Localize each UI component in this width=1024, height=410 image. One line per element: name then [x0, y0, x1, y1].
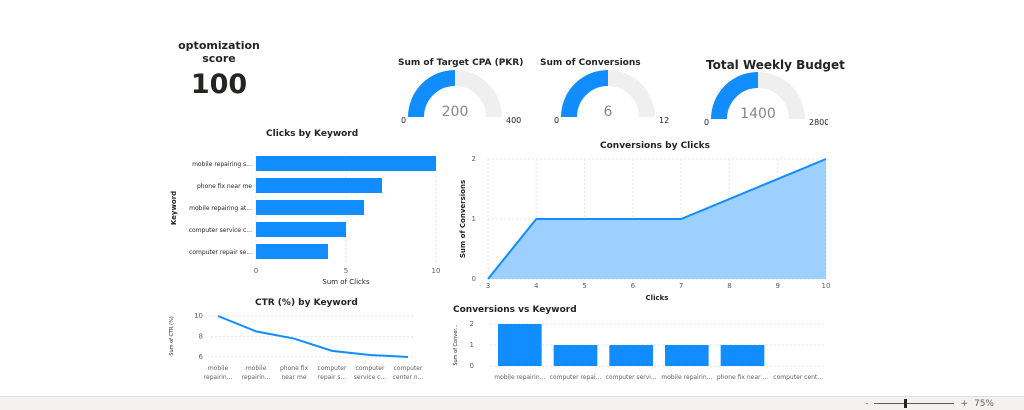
- gauge-min: 0: [401, 116, 406, 125]
- x-tick-label: 3: [486, 282, 490, 290]
- gauge-fill: [711, 72, 759, 120]
- zoom-control: - + 75%: [865, 397, 994, 410]
- category-label-line2: repair s...: [318, 374, 346, 381]
- conversions-vs-keyword-title: Conversions vs Keyword: [453, 305, 577, 315]
- gauge-value: 200: [442, 104, 469, 120]
- y-tick-label: 1: [472, 215, 476, 223]
- category-label: computer repai...: [550, 374, 602, 381]
- category-label-line2: repairin...: [242, 374, 271, 381]
- y-tick-label: 2: [472, 155, 476, 163]
- y-axis-label: Keyword: [170, 191, 178, 225]
- category-label-line1: mobile: [246, 365, 267, 372]
- gauge-min: 0: [554, 116, 559, 125]
- conversions-by-clicks-title: Conversions by Clicks: [600, 141, 711, 151]
- zoom-out-button[interactable]: -: [865, 398, 869, 409]
- category-label: mobile repairing at...: [189, 205, 252, 212]
- x-tick-label: 10: [822, 282, 831, 290]
- gauge-budget-title: Total Weekly Budget: [706, 58, 845, 72]
- bar: [553, 345, 598, 366]
- bar: [256, 156, 436, 171]
- gauge-conversions: 6 0 12: [554, 70, 669, 125]
- clicks-by-keyword-chart: 0 5 10 mobile repairing s... phone fix near …: [170, 152, 441, 286]
- y-tick-label: 0: [470, 362, 474, 370]
- y-tick-label: 6: [199, 353, 204, 361]
- category-label: computer service c...: [189, 227, 252, 234]
- bar: [256, 200, 364, 215]
- bar: [256, 178, 382, 193]
- category-label-line2: service c...: [354, 374, 387, 381]
- bar: [609, 345, 653, 366]
- kpi-title-line1: optomization: [178, 39, 260, 52]
- series-line: [217, 315, 409, 358]
- x-axis-label: Sum of Clicks: [322, 278, 370, 286]
- x-tick-label: 7: [679, 282, 683, 290]
- category-label: phone fix near me: [197, 183, 252, 190]
- bar: [720, 345, 765, 366]
- x-tick-label: 8: [727, 282, 731, 290]
- category-label: computer cent...: [773, 374, 823, 381]
- x-axis-label: Clicks: [646, 294, 669, 302]
- gauge-max: 2800: [809, 118, 828, 126]
- gauge-value: 6: [604, 104, 613, 120]
- y-tick-label: 8: [199, 333, 203, 341]
- gauge-cpa-title: Sum of Target CPA (PKR): [398, 58, 524, 68]
- category-label-line2: repairin...: [204, 374, 233, 381]
- y-tick-label: 1: [470, 341, 474, 349]
- category-label-line2: near me: [281, 374, 306, 381]
- category-label: computer repair se...: [189, 249, 252, 256]
- x-tick-label: 0: [254, 267, 258, 275]
- bar: [498, 324, 542, 366]
- zoom-slider[interactable]: [874, 399, 955, 408]
- zoom-slider-thumb[interactable]: [904, 399, 908, 408]
- x-tick-label: 10: [432, 267, 441, 275]
- y-tick-label: 10: [194, 312, 203, 320]
- category-label: phone fix near ...: [717, 374, 768, 381]
- gauge-fill: [408, 70, 456, 118]
- y-axis-label: Sum of Conversions: [459, 180, 467, 258]
- x-tick-label: 5: [344, 267, 348, 275]
- kpi-title-line2: score: [202, 52, 236, 65]
- gauge-cpa: 200 0 400: [401, 70, 521, 125]
- series-line: [487, 158, 827, 280]
- y-axis-label: Sum of Conver...: [453, 324, 459, 366]
- clicks-by-keyword-title: Clicks by Keyword: [266, 129, 359, 139]
- x-tick-label: 4: [534, 282, 539, 290]
- gauge-min: 0: [704, 118, 709, 126]
- x-tick-label: 6: [631, 282, 636, 290]
- kpi-value: 100: [190, 69, 248, 100]
- category-label-line1: mobile: [208, 365, 229, 372]
- kpi-card: optomization score 100: [176, 39, 262, 100]
- category-label: mobile repairin...: [494, 374, 545, 381]
- y-axis-label: Sum of CTR (%): [169, 316, 175, 356]
- status-bar: - + 75%: [0, 396, 1024, 410]
- bar: [256, 244, 328, 259]
- bar: [665, 345, 709, 366]
- x-tick-label: 9: [775, 282, 779, 290]
- ctr-by-keyword-title: CTR (%) by Keyword: [255, 298, 358, 308]
- gauge-budget: 1400 0 2800: [704, 72, 828, 126]
- y-tick-label: 2: [470, 320, 474, 328]
- ctr-by-keyword-chart: 6 8 10 mobile repairin... mobile repairin... ph…: [169, 312, 424, 381]
- category-label: mobile repairin...: [661, 374, 712, 381]
- gauge-max: 12: [659, 116, 669, 125]
- bar: [256, 222, 346, 237]
- category-label-line2: center n...: [393, 374, 424, 381]
- conversions-vs-keyword-chart: 0 1 2 mobile repairin... computer repai... co…: [453, 320, 824, 381]
- x-tick-label: 5: [582, 282, 586, 290]
- gauge-max: 400: [506, 116, 521, 125]
- category-label: mobile repairing s...: [192, 161, 252, 168]
- category-label: computer servi...: [606, 374, 657, 381]
- zoom-in-button[interactable]: +: [960, 398, 968, 409]
- y-tick-label: 0: [472, 275, 476, 283]
- conversions-by-clicks-chart: 3 4 5 6 7 8 9 10 0 1 2 Clicks Sum of Conversions: [459, 155, 831, 302]
- category-label-line1: computer: [356, 365, 385, 372]
- category-label-line1: computer: [394, 365, 423, 372]
- category-label-line1: phone fix: [280, 365, 308, 372]
- gauge-conversions-title: Sum of Conversions: [540, 58, 641, 68]
- category-label-line1: computer: [318, 365, 347, 372]
- gauge-value: 1400: [740, 106, 776, 122]
- gauge-fill: [561, 70, 609, 118]
- zoom-level: 75%: [973, 398, 994, 409]
